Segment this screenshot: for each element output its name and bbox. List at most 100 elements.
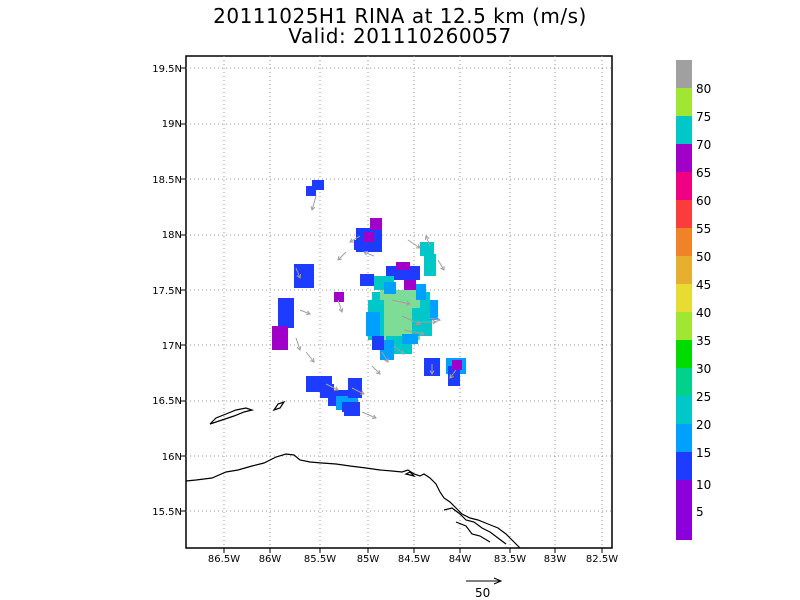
lon-label: 82.5W <box>586 554 618 565</box>
wind-vector-shaft <box>449 369 457 379</box>
colorbar-label: 50 <box>696 250 711 264</box>
wind-vector-head <box>296 273 302 279</box>
colorbar-swatch <box>676 116 692 144</box>
wind-vector-shaft <box>371 365 381 375</box>
coastline <box>185 400 521 549</box>
colorbar-label: 75 <box>696 110 711 124</box>
lat-label: 16N <box>162 452 182 463</box>
colorbar-swatch <box>676 284 692 312</box>
wind-vector-head <box>375 369 381 375</box>
wind-cell <box>384 282 396 294</box>
lat-label: 17N <box>162 341 182 352</box>
wind-vector-head <box>415 244 421 249</box>
wind-vector-shaft <box>403 329 425 335</box>
wind-cell <box>396 262 410 270</box>
reference-arrowhead <box>493 577 503 585</box>
wind-vector-head <box>338 307 344 313</box>
wind-vector <box>305 351 315 363</box>
wind-cell <box>342 402 360 412</box>
wind-vector-head <box>310 357 315 363</box>
wind-vector-shaft <box>337 251 347 261</box>
colorbar-label: 70 <box>696 138 711 152</box>
wind-cell <box>334 292 344 302</box>
wind-cell <box>312 180 324 190</box>
colorbar-swatch <box>676 396 692 424</box>
wind-cell <box>360 274 374 286</box>
wind-cell <box>278 298 294 328</box>
colorbar-swatch <box>676 480 692 540</box>
wind-vector-head <box>420 330 425 336</box>
wind-vector-shaft <box>349 235 361 243</box>
wind-vector <box>437 259 445 271</box>
wind-vector-head <box>436 316 441 322</box>
wind-vector <box>403 329 425 336</box>
wind-vector <box>299 309 311 316</box>
longitude-labels: 86.5W 86W 85.5W 85W 84.5W 84W 83.5W 83W … <box>208 554 618 565</box>
wind-vector-shaft <box>425 235 431 247</box>
lon-label: 86W <box>259 554 282 565</box>
chart-title: 20111025H1 RINA at 12.5 km (m/s) <box>213 4 587 28</box>
wind-vector <box>429 364 435 375</box>
lat-label: 18N <box>162 230 182 241</box>
wind-vector <box>407 239 421 249</box>
wind-cell <box>452 360 462 370</box>
wind-cell <box>404 280 416 290</box>
wind-cell <box>386 266 420 280</box>
wind-vector-shaft <box>381 351 389 363</box>
map-frame <box>185 55 613 549</box>
wind-cell <box>420 242 434 256</box>
lon-label: 85W <box>357 554 380 565</box>
colorbar-label: 45 <box>696 278 711 292</box>
wind-vector <box>393 345 405 355</box>
wind-vector <box>349 235 361 243</box>
wind-cell <box>294 264 314 288</box>
wind-vector-head <box>371 414 377 420</box>
wind-vector-shaft <box>305 351 315 363</box>
colorbar-swatch <box>676 172 692 200</box>
coastline-lagoon-inner <box>455 521 491 543</box>
colorbar-label: 80 <box>696 82 711 96</box>
wind-vector <box>295 267 302 279</box>
colorbar-swatch <box>676 452 692 480</box>
wind-vector <box>337 299 344 313</box>
wind-vector <box>310 195 317 211</box>
wind-vector-shaft <box>361 411 377 419</box>
latitude-labels: 19.5N 19N 18.5N 18N 17.5N 17N 16.5N 16N … <box>152 64 182 518</box>
wind-vector-shaft <box>437 259 445 271</box>
lon-label: 86.5W <box>208 554 240 565</box>
wind-cell <box>306 186 316 196</box>
chart-valid-time: Valid: 201110260057 <box>288 24 512 48</box>
colorbar-label: 30 <box>696 362 711 376</box>
wind-vector-head <box>432 319 437 325</box>
wind-vector-shaft <box>337 299 343 313</box>
wind-vector-shaft <box>295 267 301 279</box>
lat-label: 15.5N <box>152 507 182 518</box>
wind-vector <box>371 365 381 375</box>
colorbar-swatch <box>676 368 692 396</box>
wind-vector-head <box>296 345 302 351</box>
wind-vector-head <box>349 238 355 243</box>
colorbar-label: 60 <box>696 194 711 208</box>
wind-cell <box>272 326 288 350</box>
wind-vector-head <box>440 265 445 271</box>
coastline-small-island <box>272 400 286 412</box>
colorbar-label: 65 <box>696 166 711 180</box>
wind-vector <box>418 319 437 325</box>
wind-cell <box>416 284 426 300</box>
wind-vector-head <box>424 235 430 241</box>
wind-vector-head <box>305 310 311 316</box>
wind-vector <box>449 369 457 379</box>
wind-cell <box>430 300 438 320</box>
wind-vector-shaft <box>363 251 375 257</box>
colorbar-swatch <box>676 60 692 88</box>
coastline-lagoon <box>443 507 507 545</box>
lat-label: 19N <box>162 119 182 130</box>
wind-vector-head <box>406 300 411 306</box>
colorbar: 80 75 70 65 60 55 50 45 40 35 30 25 20 1… <box>676 60 711 540</box>
wind-vector-head <box>310 206 316 211</box>
colorbar-label: 40 <box>696 306 711 320</box>
wind-cell <box>424 254 436 276</box>
wind-vector-shaft <box>407 239 421 249</box>
wind-cell <box>344 408 360 416</box>
